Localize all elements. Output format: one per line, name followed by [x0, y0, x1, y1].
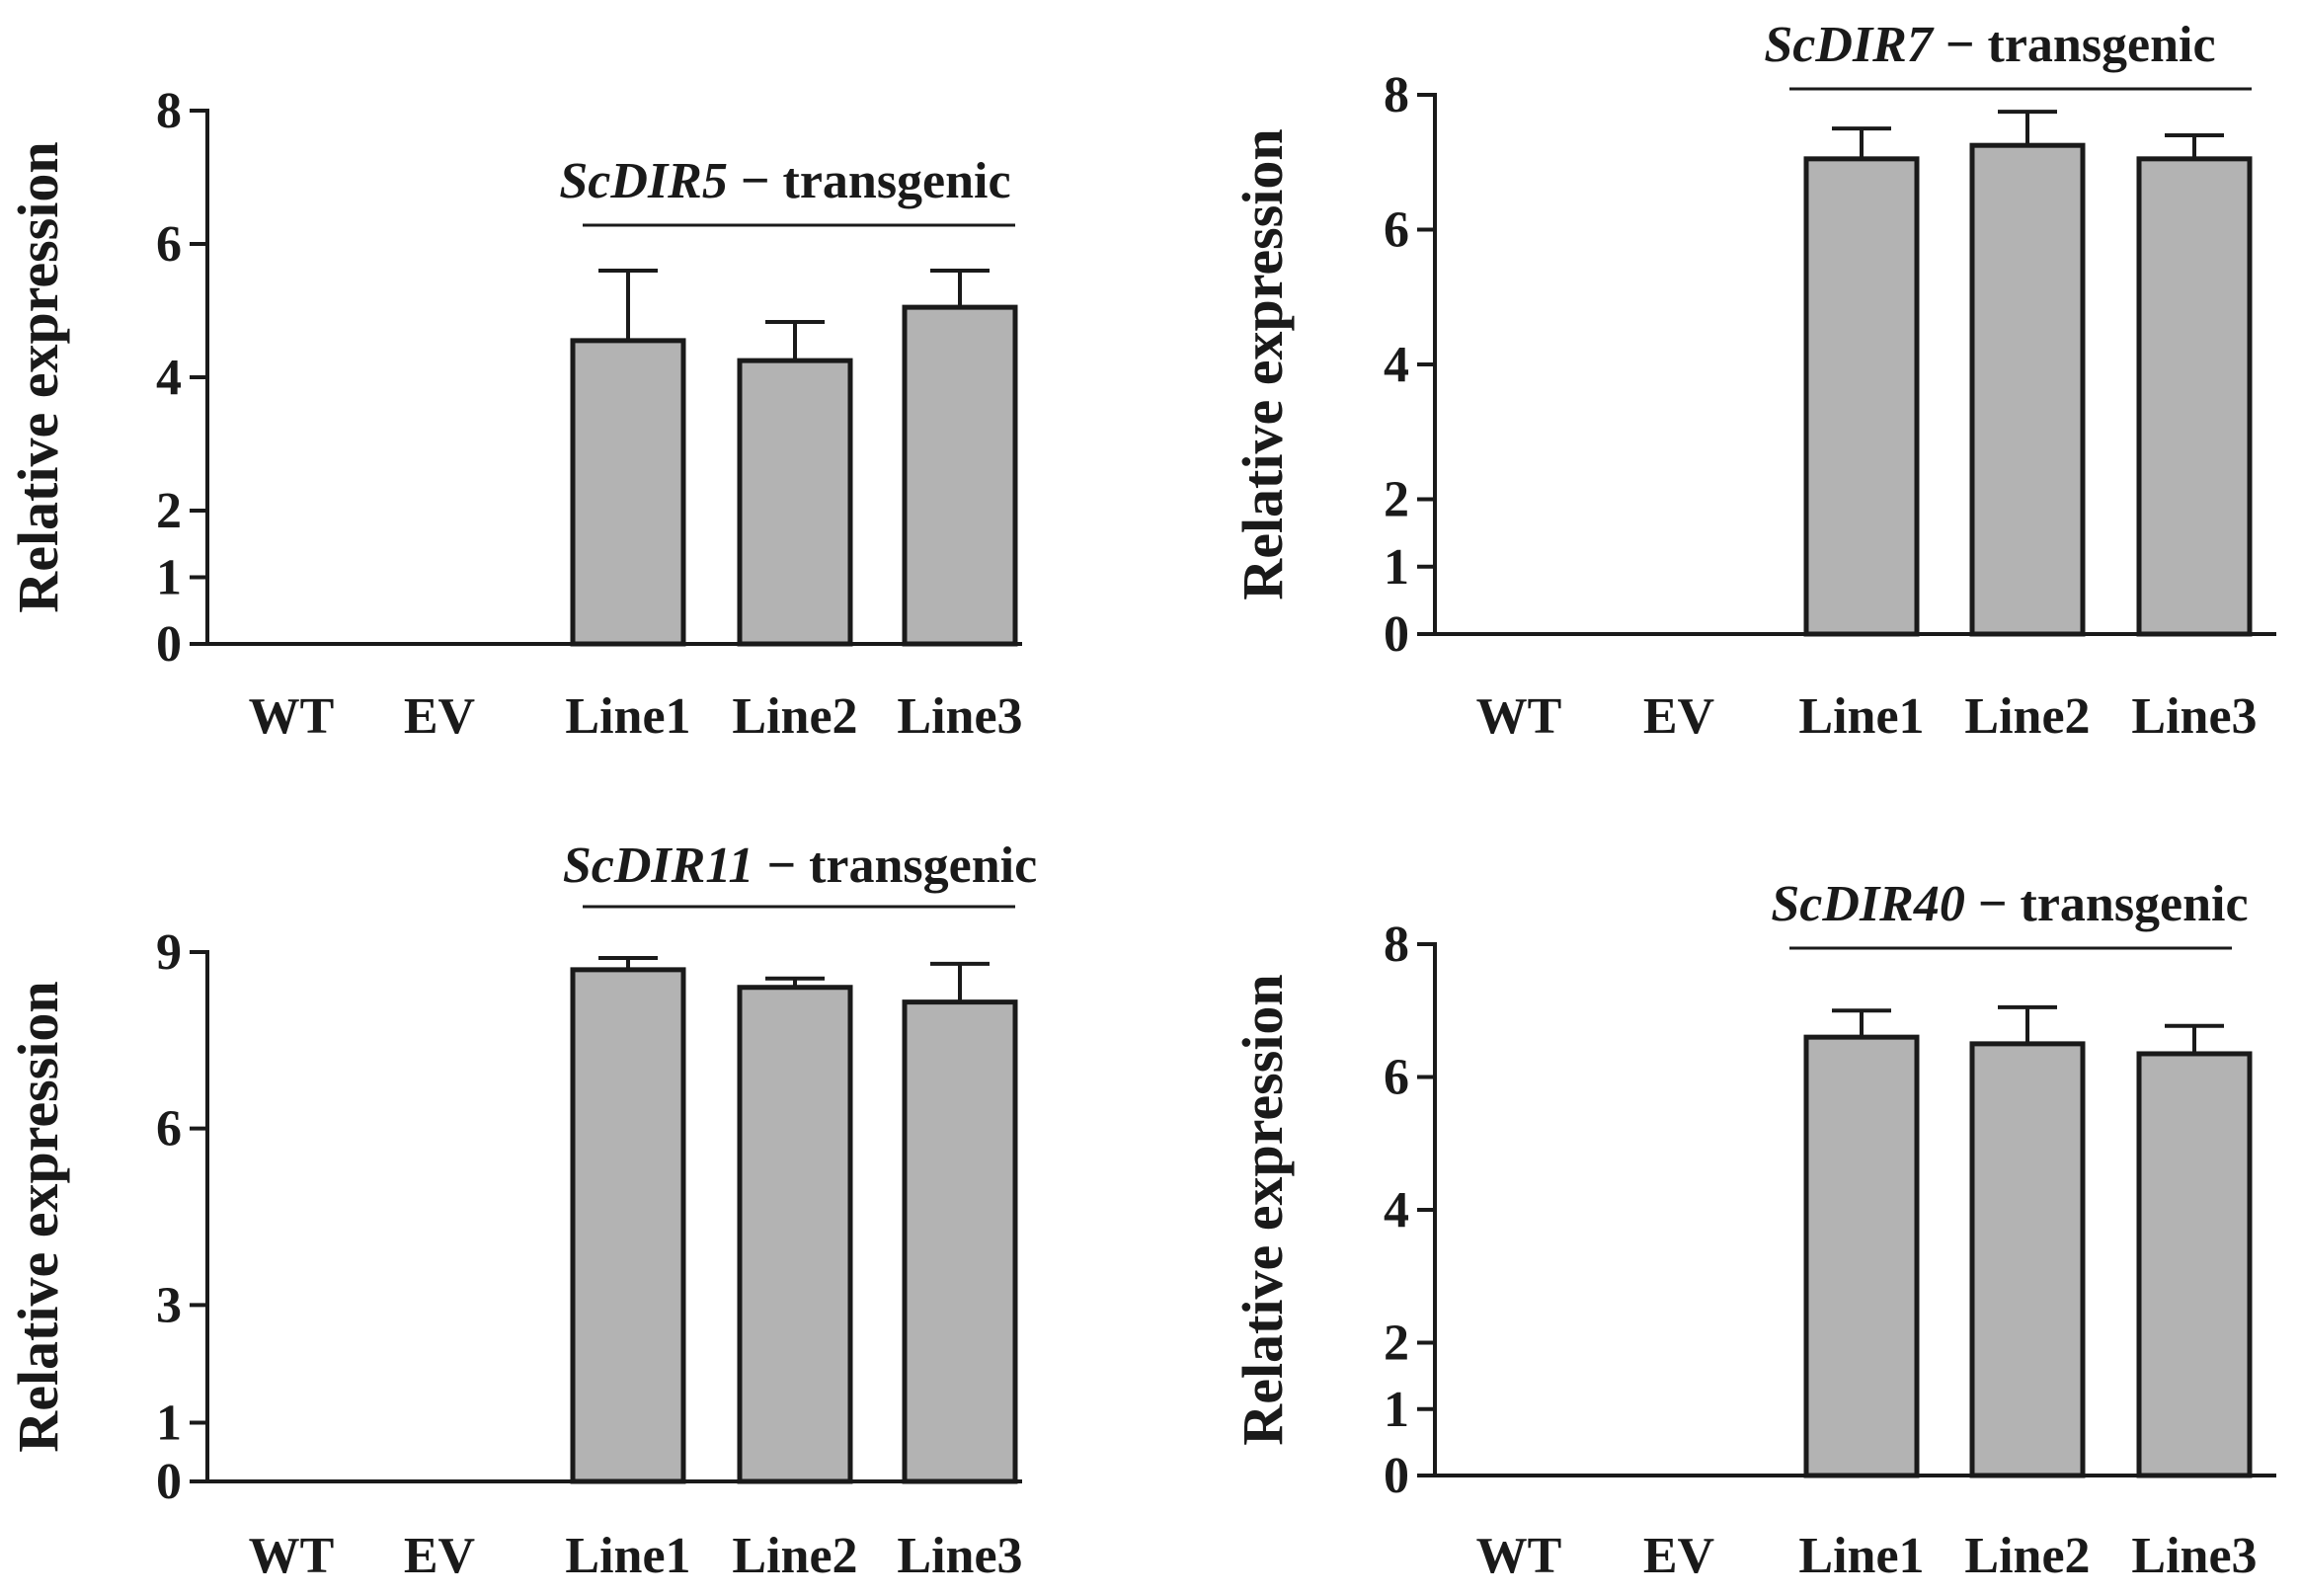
- y-tick-label: 1: [156, 1395, 182, 1451]
- gene-name: ScDIR11: [563, 838, 754, 894]
- y-tick-label: 0: [1384, 606, 1409, 663]
- chart-scdir40: Relative expression 0 1 2 4 6 8 WT EV Line1 Line2 L…: [1230, 876, 2276, 1584]
- transgenic-label: ScDIR40 − transgenic: [1771, 876, 2248, 932]
- y-tick-label: 2: [1384, 1316, 1409, 1372]
- y-axis-label: Relative expression: [6, 981, 70, 1452]
- x-tick-label-line2: Line2: [1964, 1528, 2090, 1584]
- y-tick-label: 8: [156, 83, 182, 139]
- transgenic-suffix: − transgenic: [754, 838, 1037, 894]
- y-tick-label: 1: [1384, 539, 1409, 596]
- bar-line1: [570, 967, 686, 1484]
- x-tick-label-line1: Line1: [565, 1528, 690, 1584]
- y-tick-label: 4: [1384, 337, 1409, 393]
- gene-name: ScDIR5: [559, 153, 727, 209]
- x-tick-label-wt: WT: [249, 688, 335, 745]
- y-tick-label: 4: [156, 350, 182, 406]
- bar-line2: [737, 358, 853, 647]
- y-axis-label: Relative expression: [1230, 974, 1295, 1445]
- y-tick-label: 1: [1384, 1382, 1409, 1438]
- x-tick-label-ev: EV: [404, 1528, 475, 1584]
- transgenic-label: ScDIR5 − transgenic: [559, 153, 1010, 209]
- y-tick-label: 9: [156, 924, 182, 981]
- x-tick-label-ev: EV: [404, 688, 475, 745]
- x-tick-label-wt: WT: [249, 1528, 335, 1584]
- x-tick-label-line3: Line3: [2131, 688, 2257, 745]
- x-tick-label-line3: Line3: [2131, 1528, 2257, 1584]
- x-tick-label-line2: Line2: [732, 688, 857, 745]
- y-tick-label: 8: [1384, 917, 1409, 973]
- transgenic-suffix: − transgenic: [1933, 17, 2216, 73]
- y-axis-label: Relative expression: [6, 141, 70, 612]
- transgenic-suffix: − transgenic: [728, 153, 1011, 209]
- chart-scdir5: Relative expression 0 1 2 4 6 8 WT EV Line1 Line2 L…: [6, 83, 1023, 745]
- y-tick-label: 8: [1384, 67, 1409, 123]
- y-tick-label: 6: [156, 216, 182, 273]
- gene-name: ScDIR40: [1771, 876, 1964, 932]
- x-tick-label-wt: WT: [1476, 1528, 1562, 1584]
- bar-line2: [1969, 1041, 2086, 1478]
- y-tick-label: 6: [156, 1101, 182, 1157]
- x-tick-label-ev: EV: [1643, 688, 1714, 745]
- x-tick-label-line1: Line1: [565, 688, 690, 745]
- y-tick-label: 4: [1384, 1182, 1409, 1238]
- x-tick-label-line2: Line2: [732, 1528, 857, 1584]
- x-tick-label-line3: Line3: [897, 688, 1022, 745]
- bar-line3: [902, 999, 1018, 1484]
- bar-line1: [1803, 156, 1920, 637]
- y-tick-label: 0: [156, 1454, 182, 1510]
- y-axis-label: Relative expression: [1230, 128, 1295, 599]
- gene-name: ScDIR7: [1764, 17, 1934, 73]
- bar-line3: [2136, 156, 2253, 637]
- transgenic-label: ScDIR11 − transgenic: [563, 838, 1037, 894]
- y-tick-label: 2: [156, 483, 182, 539]
- y-tick-label: 3: [156, 1277, 182, 1333]
- chart-scdir7: Relative expression 0 1 2 4 6 8 WT EV Line1 Line2 L…: [1230, 17, 2276, 745]
- x-tick-label-ev: EV: [1643, 1528, 1714, 1584]
- x-tick-label-line1: Line1: [1798, 688, 1924, 745]
- x-tick-label-line3: Line3: [897, 1528, 1022, 1584]
- y-tick-label: 0: [156, 616, 182, 673]
- x-tick-label-wt: WT: [1476, 688, 1562, 745]
- y-tick-label: 2: [1384, 472, 1409, 528]
- bar-line1: [570, 338, 686, 647]
- x-tick-label-line1: Line1: [1798, 1528, 1924, 1584]
- y-tick-label: 0: [1384, 1448, 1409, 1504]
- y-tick-label: 6: [1384, 202, 1409, 259]
- chart-scdir11: Relative expression 01 3 6 9 WT EV Line1 Line2 Li…: [6, 838, 1037, 1584]
- bar-line1: [1803, 1034, 1920, 1478]
- bar-line2: [1969, 142, 2086, 637]
- transgenic-label: ScDIR7 − transgenic: [1764, 17, 2215, 73]
- bar-line2: [737, 985, 853, 1484]
- bar-line3: [902, 304, 1018, 647]
- bar-line3: [2136, 1051, 2253, 1478]
- y-tick-label: 1: [156, 550, 182, 606]
- x-tick-label-line2: Line2: [1964, 688, 2090, 745]
- transgenic-suffix: − transgenic: [1965, 876, 2249, 932]
- y-tick-label: 6: [1384, 1050, 1409, 1106]
